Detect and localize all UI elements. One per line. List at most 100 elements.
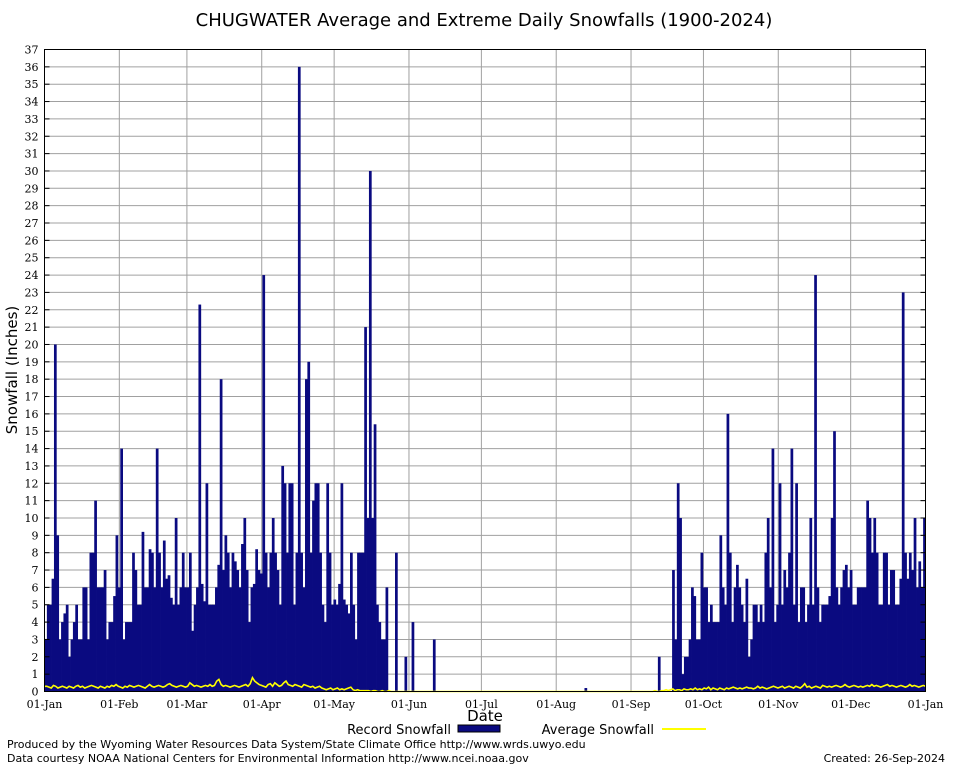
record-bar xyxy=(868,517,872,692)
record-bar xyxy=(840,587,843,692)
record-bar xyxy=(307,361,311,692)
record-bar xyxy=(762,622,765,692)
record-bar xyxy=(861,587,865,692)
record-bar xyxy=(203,601,206,692)
record-bar xyxy=(264,552,268,692)
record-bar xyxy=(790,448,794,692)
record-bar xyxy=(378,622,382,692)
record-bar xyxy=(361,552,365,692)
record-bar xyxy=(380,639,384,692)
record-bar xyxy=(878,604,881,692)
record-bar xyxy=(897,604,900,692)
record-bar xyxy=(155,448,159,692)
record-bar xyxy=(274,552,277,692)
record-bar xyxy=(686,656,690,692)
record-bar xyxy=(326,483,330,692)
record-bar xyxy=(733,587,737,692)
record-bar xyxy=(210,604,213,692)
record-bar xyxy=(72,622,76,692)
record-bar xyxy=(913,517,917,692)
record-bar xyxy=(852,604,855,692)
x-axis-ticks: 01-Jan 01-Feb 01-Mar 01-Apr 01-May 01-Jun 01-J… xyxy=(27,698,944,711)
record-bar xyxy=(84,587,88,692)
record-bar xyxy=(826,604,829,692)
record-bar xyxy=(300,552,303,692)
y-tick-label: 6 xyxy=(32,581,39,594)
record-bar xyxy=(108,622,112,692)
record-bar xyxy=(681,674,685,692)
y-tick-label: 23 xyxy=(25,286,39,299)
record-bar xyxy=(117,587,121,692)
record-bar xyxy=(297,66,301,692)
y-tick-label: 33 xyxy=(25,113,39,126)
record-bar xyxy=(799,587,803,692)
record-bar xyxy=(151,552,154,692)
record-bar xyxy=(752,604,756,692)
record-bar xyxy=(359,552,363,692)
record-bar xyxy=(167,575,171,692)
y-tick-label: 20 xyxy=(25,338,39,351)
y-tick-label: 8 xyxy=(32,547,39,560)
record-bar xyxy=(44,639,48,692)
record-bar xyxy=(286,552,289,692)
record-bar xyxy=(683,656,687,692)
record-bar xyxy=(757,622,761,692)
record-bar xyxy=(331,604,334,692)
x-tick-label: 01-Jan xyxy=(908,698,944,711)
record-bar xyxy=(191,630,195,692)
record-bar xyxy=(148,549,152,692)
record-bar xyxy=(120,448,123,692)
record-bar xyxy=(174,517,178,692)
record-bar xyxy=(314,483,318,692)
x-tick-label: 01-Apr xyxy=(243,698,282,711)
record-bar xyxy=(788,552,791,692)
record-bar xyxy=(700,552,704,692)
y-tick-label: 19 xyxy=(25,356,39,369)
record-bar xyxy=(345,604,348,692)
y-tick-label: 36 xyxy=(25,61,39,74)
x-tick-label: 01-Sep xyxy=(612,698,651,711)
record-bar xyxy=(233,561,237,692)
record-bar xyxy=(721,587,725,692)
record-bar xyxy=(736,564,739,692)
y-tick-label: 28 xyxy=(25,200,39,213)
record-bar xyxy=(342,599,346,692)
record-bar xyxy=(305,379,308,692)
record-bar xyxy=(158,552,161,692)
y-tick-label: 29 xyxy=(25,182,39,195)
record-bar xyxy=(745,578,749,692)
record-bar xyxy=(172,604,176,692)
plot-frame xyxy=(44,49,926,692)
record-bar xyxy=(373,424,377,692)
record-bar xyxy=(724,604,727,692)
y-tick-label: 5 xyxy=(32,599,39,612)
record-bar xyxy=(316,483,320,692)
record-bar xyxy=(63,613,67,692)
record-bar xyxy=(797,622,801,692)
record-bar xyxy=(56,535,60,692)
record-bar xyxy=(319,552,322,692)
y-axis-ticks: 0123456789101112131415161718192021222324… xyxy=(25,44,926,699)
record-bar xyxy=(807,604,810,692)
x-tick-label: 01-Oct xyxy=(685,698,723,711)
record-bar xyxy=(584,688,588,692)
record-bar xyxy=(766,517,770,692)
record-bar xyxy=(778,483,782,692)
record-bar xyxy=(875,552,879,692)
record-bar xyxy=(177,604,180,692)
footer-created-date: Created: 26-Sep-2024 xyxy=(823,752,945,765)
record-bar xyxy=(226,552,230,692)
y-tick-label: 7 xyxy=(32,564,39,577)
y-tick-label: 24 xyxy=(25,269,39,282)
record-bar xyxy=(170,597,173,692)
record-bar xyxy=(835,587,839,692)
record-bar xyxy=(245,570,249,692)
y-tick-label: 2 xyxy=(32,651,39,664)
record-bar xyxy=(257,570,261,692)
x-axis-label: Date xyxy=(467,707,503,725)
record-bar xyxy=(260,573,263,692)
record-bar xyxy=(94,500,97,692)
record-bar xyxy=(243,517,247,692)
record-bar xyxy=(290,483,294,692)
